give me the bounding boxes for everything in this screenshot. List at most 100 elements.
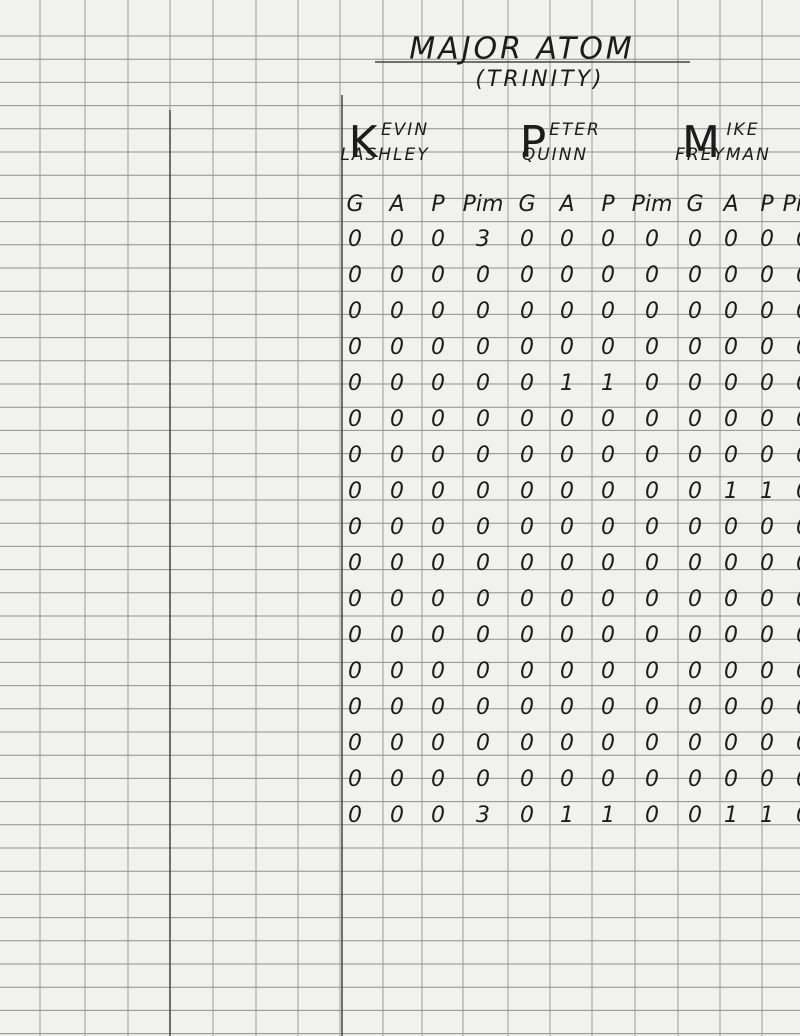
stat-value: 0 — [431, 299, 445, 324]
stat-header: G — [518, 192, 535, 217]
stat-value: 0 — [348, 407, 362, 432]
stat-value: 0 — [476, 659, 490, 684]
stat-value: 0 — [796, 659, 800, 684]
stat-value: 0 — [431, 371, 445, 396]
stat-value: 0 — [390, 587, 404, 612]
stat-value: 0 — [476, 731, 490, 756]
stat-value: 0 — [520, 551, 534, 576]
stat-value: 0 — [796, 587, 800, 612]
stat-value: 0 — [390, 443, 404, 468]
stat-value: 0 — [348, 335, 362, 360]
stat-value: 0 — [645, 443, 659, 468]
stat-header: A — [387, 192, 404, 217]
stat-value: 0 — [476, 515, 490, 540]
stat-header: P — [601, 192, 615, 217]
stat-value: 0 — [431, 623, 445, 648]
player-first-name: IKE — [727, 120, 760, 140]
stat-header: G — [346, 192, 363, 217]
stat-value: 0 — [348, 623, 362, 648]
stat-value: 0 — [348, 803, 362, 828]
stat-value: 0 — [560, 335, 574, 360]
stat-value: 0 — [688, 515, 702, 540]
stat-value: 0 — [520, 623, 534, 648]
stat-value: 0 — [348, 263, 362, 288]
stat-value: 0 — [560, 695, 574, 720]
stat-value: 0 — [796, 371, 800, 396]
stat-value: 0 — [560, 407, 574, 432]
stat-value: 0 — [796, 443, 800, 468]
stat-value: 0 — [688, 479, 702, 504]
stat-value: 1 — [560, 803, 574, 828]
stat-value: 0 — [348, 659, 362, 684]
stat-value: 0 — [476, 587, 490, 612]
stat-value: 0 — [724, 767, 738, 792]
stat-value: 0 — [645, 695, 659, 720]
stat-value: 0 — [688, 695, 702, 720]
stat-value: 0 — [601, 695, 615, 720]
stat-value: 0 — [796, 551, 800, 576]
stat-value: 0 — [601, 335, 615, 360]
stat-value: 0 — [560, 767, 574, 792]
stat-value: 0 — [476, 551, 490, 576]
stat-value: 0 — [348, 695, 362, 720]
stat-value: 1 — [724, 803, 738, 828]
stat-value: 0 — [390, 515, 404, 540]
stat-header: P — [431, 192, 445, 217]
stat-value: 0 — [645, 803, 659, 828]
stat-value: 0 — [390, 731, 404, 756]
stat-value: 0 — [476, 299, 490, 324]
stat-value: 0 — [601, 227, 615, 252]
stat-value: 0 — [601, 587, 615, 612]
title: MAJOR ATOM — [409, 32, 634, 67]
stat-value: 0 — [431, 335, 445, 360]
stat-value: 0 — [431, 695, 445, 720]
stat-value: 1 — [601, 803, 615, 828]
stat-value: 0 — [431, 659, 445, 684]
stat-value: 0 — [724, 695, 738, 720]
stat-value: 0 — [724, 587, 738, 612]
stat-value: 0 — [796, 515, 800, 540]
stat-value: 0 — [476, 407, 490, 432]
stat-value: 0 — [560, 299, 574, 324]
stat-value: 0 — [476, 335, 490, 360]
stat-value: 1 — [601, 371, 615, 396]
stat-value: 0 — [601, 407, 615, 432]
stat-value: 0 — [760, 659, 774, 684]
stat-value: 0 — [688, 659, 702, 684]
stat-value: 0 — [390, 227, 404, 252]
stat-value: 0 — [724, 335, 738, 360]
stat-value: 0 — [688, 551, 702, 576]
stat-value: 0 — [688, 731, 702, 756]
stat-value: 0 — [390, 407, 404, 432]
stat-value: 0 — [431, 479, 445, 504]
stat-value: 0 — [431, 263, 445, 288]
stat-value: 0 — [560, 731, 574, 756]
stat-value: 0 — [560, 227, 574, 252]
stat-value: 0 — [688, 299, 702, 324]
stat-value: 0 — [760, 695, 774, 720]
stat-value: 0 — [760, 335, 774, 360]
stat-value: 0 — [476, 263, 490, 288]
stat-value: 0 — [645, 263, 659, 288]
stat-value: 0 — [560, 263, 574, 288]
stat-value: 0 — [431, 515, 445, 540]
player-last-name: LASHLEY — [340, 145, 429, 165]
stat-value: 0 — [601, 767, 615, 792]
stat-value: 0 — [520, 659, 534, 684]
stat-value: 0 — [520, 371, 534, 396]
stat-value: 0 — [645, 227, 659, 252]
stat-value: 0 — [520, 227, 534, 252]
stat-value: 0 — [760, 515, 774, 540]
stat-value: 0 — [724, 515, 738, 540]
stat-value: 0 — [601, 551, 615, 576]
stat-value: 0 — [688, 767, 702, 792]
stat-value: 1 — [760, 803, 774, 828]
stat-value: 0 — [724, 443, 738, 468]
stat-value: 0 — [796, 731, 800, 756]
stat-value: 0 — [560, 587, 574, 612]
stat-value: 0 — [476, 767, 490, 792]
stat-value: 0 — [724, 227, 738, 252]
stat-value: 0 — [601, 731, 615, 756]
stat-value: 0 — [688, 263, 702, 288]
